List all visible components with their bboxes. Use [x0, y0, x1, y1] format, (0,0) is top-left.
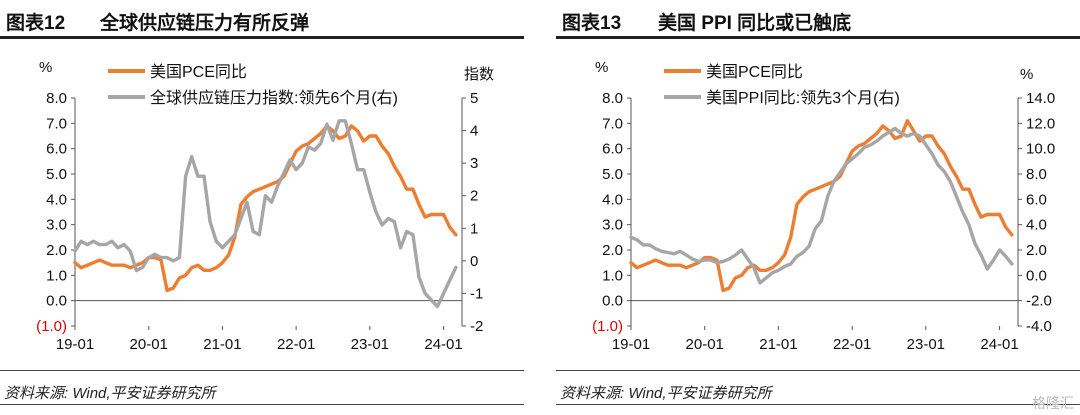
left-tick-label: 2.0	[46, 242, 67, 259]
x-tick-label: 23-01	[907, 336, 945, 353]
right-tick-label: 1	[470, 220, 478, 237]
right-axis-unit: 指数	[464, 66, 494, 83]
left-tick-label: 8.0	[46, 90, 67, 107]
x-tick-label: 22-01	[833, 336, 871, 353]
right-tick-label: 4.0	[1026, 217, 1047, 234]
divider	[0, 370, 524, 371]
series-line-0	[629, 119, 1014, 293]
chart-svg: % % 8.0 7.0 6.0 5.0 4.0 3.0 2.0 1.0 0.0 (1.0) 14.0 12…	[592, 59, 1055, 353]
x-tick-label: 19-01	[56, 336, 94, 353]
divider	[556, 370, 1080, 371]
right-tick-label: 5	[470, 90, 478, 107]
figure-title: 全球供应链压力有所反弹	[100, 13, 310, 34]
right-tick-label: 6.0	[1026, 191, 1047, 208]
x-tick-label: 20-01	[686, 336, 724, 353]
figure-number: 图表13	[562, 13, 622, 34]
x-tick-label: 24-01	[980, 336, 1018, 353]
divider	[0, 404, 524, 405]
figure-title-bar: 图表12 全球供应链压力有所反弹	[0, 0, 524, 39]
left-tick-label: 3.0	[46, 217, 67, 234]
x-tick-label: 21-01	[203, 336, 241, 353]
left-tick-label: 5.0	[46, 166, 67, 183]
left-tick-label: 4.0	[602, 191, 623, 208]
right-axis-unit: %	[1020, 66, 1033, 83]
x-tick-label: 24-01	[424, 336, 462, 353]
chart-panel-right: 图表13 美国 PPI 同比或已触底 %% 8.0 7.0 6.0 5.0 4.0 3.0 2…	[556, 0, 1080, 415]
left-tick-label: (1.0)	[592, 318, 623, 335]
source-note: 资料来源: Wind,平安证券研究所	[560, 385, 772, 402]
figure-title: 美国 PPI 同比或已触底	[658, 13, 852, 34]
x-tick-label: 22-01	[277, 336, 315, 353]
left-tick-label: 3.0	[602, 217, 623, 234]
x-tick-label: 21-01	[759, 336, 797, 353]
legend-label: 美国PCE同比	[150, 63, 247, 81]
left-tick-label: (1.0)	[36, 318, 67, 335]
left-tick-label: 7.0	[602, 115, 623, 132]
left-axis-unit: %	[595, 59, 608, 76]
chart-panel-left: 图表12 全球供应链压力有所反弹 % 指数 8.0 7.0 6.0 5.0 4.0 3.0 2.…	[0, 0, 524, 415]
right-tick-label: 4	[470, 123, 478, 140]
right-tick-label: 14.0	[1026, 90, 1055, 107]
right-tick-label: 2.0	[1026, 242, 1047, 259]
series-line-1	[629, 126, 1014, 285]
source-note: 资料来源: Wind,平安证券研究所	[4, 385, 216, 402]
legend-label: 美国PPI同比:领先3个月(右)	[706, 89, 900, 107]
x-tick-label: 20-01	[130, 336, 168, 353]
right-tick-label: 10.0	[1026, 141, 1055, 158]
right-tick-label: -2	[470, 318, 483, 335]
divider	[556, 404, 1080, 405]
right-tick-label: 2	[470, 188, 478, 205]
left-tick-label: 6.0	[46, 141, 67, 158]
left-tick-label: 4.0	[46, 191, 67, 208]
left-tick-label: 0.0	[602, 293, 623, 310]
right-tick-label: 8.0	[1026, 166, 1047, 183]
legend-label: 全球供应链压力指数:领先6个月(右)	[150, 88, 398, 107]
right-tick-label: 12.0	[1026, 115, 1055, 132]
x-tick-label: 19-01	[612, 336, 650, 353]
right-tick-label: -2.0	[1026, 293, 1052, 310]
figure-number: 图表12	[6, 13, 66, 34]
series-line-1	[73, 119, 458, 309]
left-tick-label: 5.0	[602, 166, 623, 183]
chart-svg: % 指数8.07.06.05.04.03.02.01.00.0(1.0)54321…	[36, 59, 494, 353]
left-tick-label: 6.0	[602, 141, 623, 158]
left-tick-label: 1.0	[602, 267, 623, 284]
right-tick-label: -4.0	[1026, 318, 1052, 335]
series-line-0	[73, 124, 458, 293]
right-tick-label: 3	[470, 155, 478, 172]
legend-label: 美国PCE同比	[706, 63, 803, 81]
left-tick-label: 0.0	[46, 293, 67, 310]
left-tick-label: 7.0	[46, 115, 67, 132]
right-tick-label: 0.0	[1026, 267, 1047, 284]
right-tick-label: -1	[470, 285, 483, 302]
left-axis-unit: %	[39, 59, 52, 76]
left-tick-label: 1.0	[46, 267, 67, 284]
x-tick-label: 23-01	[351, 336, 389, 353]
left-tick-label: 2.0	[602, 242, 623, 259]
figure-title-bar: 图表13 美国 PPI 同比或已触底	[556, 0, 1080, 39]
watermark-logo: 格隆汇	[1032, 395, 1074, 411]
right-tick-label: 0	[470, 253, 478, 270]
left-tick-label: 8.0	[602, 90, 623, 107]
